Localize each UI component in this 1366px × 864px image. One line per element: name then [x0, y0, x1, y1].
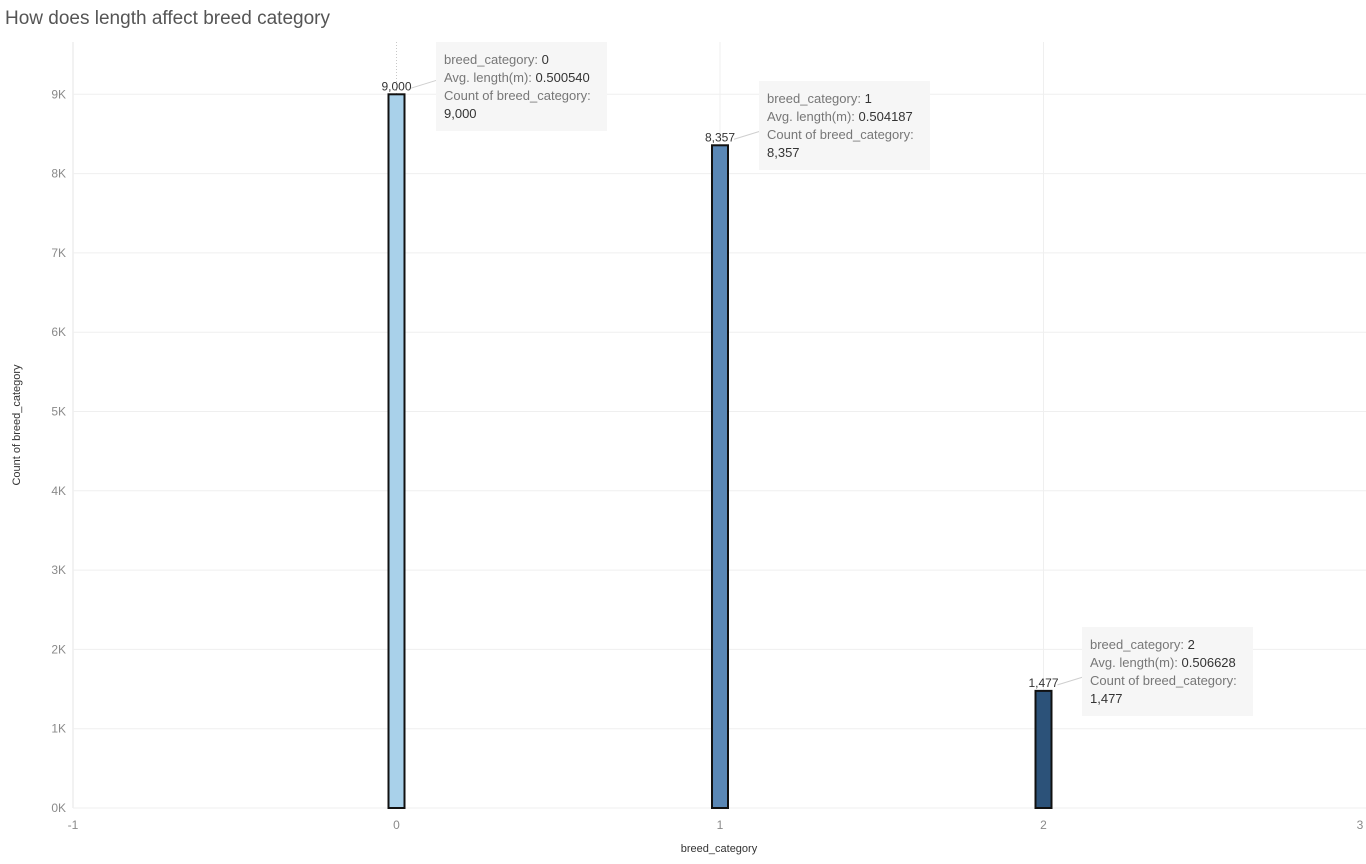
x-tick-label: 0: [393, 818, 400, 832]
tooltip-cat-value: 1: [864, 91, 872, 106]
x-axis-label: breed_category: [681, 843, 758, 855]
tooltip-count-value: 1,477: [1090, 691, 1123, 706]
bar-value-label: 9,000: [381, 79, 411, 93]
annotation-leaders: [410, 79, 1084, 686]
tooltip-count-value: 9,000: [444, 106, 477, 121]
x-tick-label: 2: [1040, 818, 1047, 832]
tooltip-avg-value: 0.506628: [1181, 655, 1236, 670]
tooltip-category-2: breed_category: 2 Avg. length(m): 0.5066…: [1082, 627, 1253, 716]
tooltip-cat-value: 0: [541, 52, 549, 67]
tooltip-avg-label: Avg. length(m):: [444, 70, 532, 85]
annotation-leader-line: [733, 130, 761, 140]
y-tick-label: 9K: [51, 87, 66, 101]
tooltip-avg-label: Avg. length(m):: [767, 109, 855, 124]
bar-category-1[interactable]: [711, 144, 729, 809]
y-tick-label: 0K: [51, 801, 66, 815]
bar-category-2[interactable]: [1034, 689, 1053, 809]
bar-value-label: 8,357: [705, 130, 735, 144]
y-tick-label: 5K: [51, 405, 66, 419]
bar-value-label: 1,477: [1028, 676, 1058, 690]
y-tick-label: 2K: [51, 642, 66, 656]
bar-labels: 9,000 8,357 1,477: [381, 79, 1058, 690]
tooltip-cat-value: 2: [1187, 637, 1195, 652]
y-tick-label: 1K: [51, 722, 66, 736]
y-axis-label: Count of breed_category: [11, 364, 23, 486]
y-tick-label: 8K: [51, 167, 66, 181]
x-tick-label: 1: [717, 818, 724, 832]
tooltip-count-label: Count of breed_category:: [444, 88, 591, 103]
bars[interactable]: [387, 93, 1053, 810]
tooltip-avg-value: 0.504187: [858, 109, 913, 124]
tooltip-count-label: Count of breed_category:: [1090, 673, 1237, 688]
x-axis-ticks: -1 0 1 2 3: [68, 818, 1364, 832]
tooltip-cat-label: breed_category:: [444, 52, 538, 67]
y-tick-label: 3K: [51, 563, 66, 577]
bar-category-0[interactable]: [387, 93, 406, 810]
y-axis-ticks: 0K 1K 2K 3K 4K 5K 6K 7K 8K 9K: [51, 87, 66, 815]
x-tick-label: 3: [1357, 818, 1364, 832]
tooltip-count-label: Count of breed_category:: [767, 127, 914, 142]
tooltip-count-value: 8,357: [767, 145, 800, 160]
tooltip-category-1: breed_category: 1 Avg. length(m): 0.5041…: [759, 81, 930, 170]
y-tick-label: 6K: [51, 325, 66, 339]
y-tick-label: 7K: [51, 246, 66, 260]
x-tick-label: -1: [68, 818, 79, 832]
tooltip-cat-label: breed_category:: [767, 91, 861, 106]
annotation-leader-line: [410, 79, 437, 89]
tooltip-category-0: breed_category: 0 Avg. length(m): 0.5005…: [436, 42, 607, 131]
chart-title: How does length affect breed category: [5, 8, 330, 29]
tooltip-cat-label: breed_category:: [1090, 637, 1184, 652]
y-tick-label: 4K: [51, 484, 66, 498]
tooltip-avg-value: 0.500540: [535, 70, 590, 85]
annotation-leader-line: [1057, 676, 1084, 686]
tooltip-avg-label: Avg. length(m):: [1090, 655, 1178, 670]
